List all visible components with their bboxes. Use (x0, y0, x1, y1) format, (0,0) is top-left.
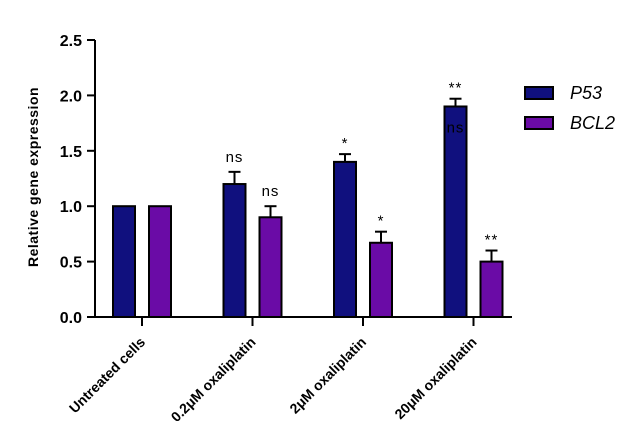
chart-bars (113, 99, 503, 317)
bar (149, 206, 171, 317)
significance-label: ns (226, 149, 244, 166)
y-tick-label: 1.0 (60, 199, 82, 216)
y-tick-label: 2.5 (60, 33, 82, 50)
x-tick-label: 0.2μM oxaliplatin (168, 334, 259, 425)
x-tick-label: 2μM oxaliplatin (286, 334, 369, 417)
bar (445, 106, 467, 317)
significance-label: * (378, 213, 385, 230)
bar (481, 262, 503, 317)
x-tick-label: 20μM oxaliplatin (391, 334, 479, 422)
significance-label: ** (449, 80, 463, 97)
legend-label: P53 (570, 83, 602, 103)
y-tick-label: 0.0 (60, 310, 82, 327)
chart-legend: P53 BCL2 (525, 83, 615, 133)
legend-swatch (525, 117, 553, 129)
y-tick-label: 2.0 (60, 88, 82, 105)
y-axis-title: Relative gene expression (25, 87, 41, 267)
significance-label: ns (447, 119, 465, 136)
bar (224, 184, 246, 317)
y-tick-label: 1.5 (60, 144, 82, 161)
bar (260, 217, 282, 317)
significance-label: ns (262, 183, 280, 200)
y-tick-label: 0.5 (60, 255, 82, 272)
legend-swatch (525, 87, 553, 99)
legend-label: BCL2 (570, 113, 615, 133)
significance-label: * (342, 135, 349, 152)
bar (113, 206, 135, 317)
significance-label: ** (485, 232, 499, 249)
bar (334, 162, 356, 317)
bar (370, 243, 392, 317)
x-tick-label: Untreated cells (66, 334, 148, 416)
